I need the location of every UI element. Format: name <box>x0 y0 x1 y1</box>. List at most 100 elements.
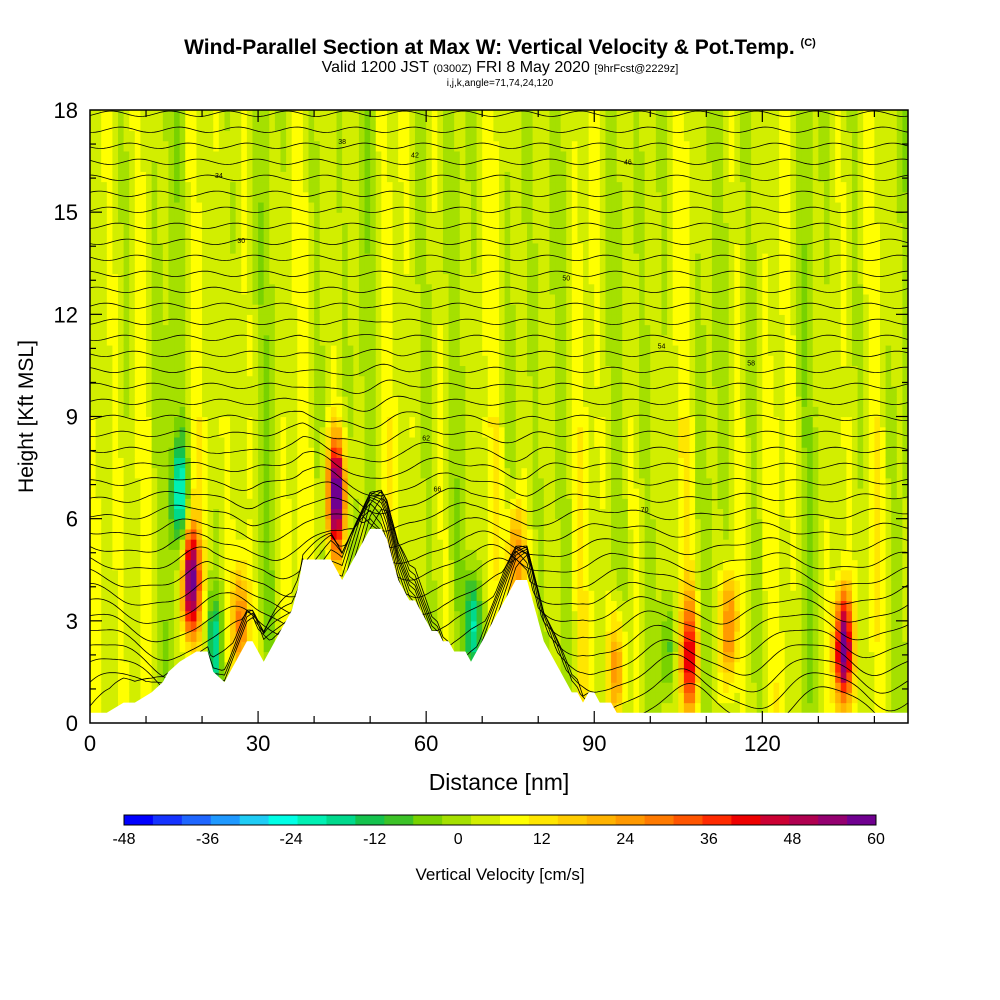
y-tick-label: 0 <box>66 711 78 736</box>
theta-contour-line <box>90 481 908 515</box>
colorbar-swatch <box>384 815 414 825</box>
theta-contour-label: 46 <box>624 159 632 166</box>
chart-title-main: Wind-Parallel Section at Max W: Vertical… <box>184 36 795 59</box>
colorbar-swatch <box>239 815 270 825</box>
colorbar-swatch <box>557 815 588 825</box>
colorbar-tick-label: 0 <box>454 831 463 848</box>
theta-contour-label: 42 <box>411 153 419 160</box>
colorbar-swatch <box>702 815 732 825</box>
chart-indices: i,j,k,angle=71,74,24,120 <box>446 78 554 89</box>
colorbar-tick-label: -36 <box>196 831 219 848</box>
colorbar-swatch <box>644 815 674 825</box>
theta-contour-line <box>90 497 908 615</box>
theta-contour-line <box>90 499 908 599</box>
theta-contour-line <box>90 302 908 309</box>
y-axis-label: Height [Kft MSL] <box>15 340 38 493</box>
theta-contour-line <box>90 490 908 694</box>
colorbar-swatch <box>673 815 703 825</box>
theta-contour-label: 30 <box>237 238 245 245</box>
theta-contour-label: 54 <box>658 343 666 350</box>
colorbar-swatch <box>124 815 154 825</box>
theta-contour-line <box>90 494 908 632</box>
x-axis-label: Distance [nm] <box>429 769 570 795</box>
x-tick-label: 90 <box>582 731 606 756</box>
axis-ticks <box>90 110 908 723</box>
colorbar-tick-label: 12 <box>533 831 551 848</box>
theta-contours <box>90 110 908 723</box>
theta-contour-labels: 30 34 38 42 46 50 54 58 62 66 70 <box>215 139 755 514</box>
subtitle-forecast: [9hrFcst@2229z] <box>594 63 679 75</box>
theta-contour-line <box>90 206 908 213</box>
colorbar-swatch <box>326 815 356 825</box>
velocity-field <box>90 110 908 723</box>
theta-contour-label: 58 <box>747 360 755 367</box>
colorbar-swatch <box>442 815 472 825</box>
colorbar-swatch <box>818 815 848 825</box>
theta-contour-line <box>90 190 908 197</box>
theta-contour-line <box>90 254 908 261</box>
y-tick-label: 12 <box>54 302 78 327</box>
colorbar-swatch <box>528 815 559 825</box>
colorbar-swatch <box>268 815 298 825</box>
theta-contour-line <box>90 286 908 293</box>
theta-contour-line <box>90 497 908 532</box>
theta-contour-line <box>90 174 908 181</box>
y-tick-label: 18 <box>54 98 78 123</box>
colorbar-tick-label: -12 <box>363 831 386 848</box>
y-tick-label: 9 <box>66 405 78 430</box>
colorbar-tick-label: 60 <box>867 831 885 848</box>
theta-contour-label: 62 <box>422 435 430 442</box>
colorbar-swatch <box>760 815 790 825</box>
theta-contour-label: 34 <box>215 173 223 180</box>
x-tick-label: 0 <box>84 731 96 756</box>
theta-contour-line <box>90 509 908 564</box>
theta-contour-label: 70 <box>641 507 649 514</box>
theta-contour-line <box>90 318 908 326</box>
colorbar-tick-label: 48 <box>784 831 802 848</box>
colorbar-swatch <box>615 815 646 825</box>
colorbar-tick-label: -48 <box>112 831 135 848</box>
colorbar-label: Vertical Velocity [cm/s] <box>415 865 584 884</box>
y-tick-label: 15 <box>54 200 78 225</box>
colorbar-swatch <box>500 815 530 825</box>
colorbar-swatch <box>152 815 183 825</box>
x-tick-label: 120 <box>744 731 781 756</box>
theta-contour-label: 66 <box>433 486 441 493</box>
chart-subtitle: Valid 1200 JST (0300Z) FRI 8 May 2020 [9… <box>0 59 1000 77</box>
theta-contour-line <box>90 142 908 149</box>
theta-contour-line <box>90 363 908 376</box>
colorbar-swatch <box>847 815 877 825</box>
theta-contour-line <box>90 503 908 581</box>
colorbar: -48 -36 -24 -12 0 12 24 36 48 60 Vertical Velocity… <box>112 814 885 884</box>
theta-contour-line <box>90 492 908 649</box>
theta-contour-line <box>90 334 908 343</box>
theta-contour-line <box>90 422 908 446</box>
colorbar-swatch <box>789 815 819 825</box>
y-tick-label: 3 <box>66 609 78 634</box>
theta-contour-line <box>90 395 908 412</box>
colorbar-swatch <box>471 815 501 825</box>
colorbar-swatch <box>413 815 443 825</box>
theta-contour-line <box>90 491 908 664</box>
theta-contour-line <box>90 348 908 359</box>
theta-contour-line <box>90 126 908 133</box>
theta-contour-line <box>90 222 908 229</box>
colorbar-swatch <box>355 815 385 825</box>
theta-contour-line <box>90 466 908 497</box>
subtitle-valid-utc: (0300Z) <box>433 63 472 75</box>
theta-contour-line <box>90 489 908 680</box>
subtitle-valid-prefix: Valid 1200 JST <box>321 59 429 76</box>
colorbar-swatch <box>181 815 212 825</box>
theta-contour-line <box>90 270 908 277</box>
theta-contour-line <box>90 513 908 548</box>
theta-contour-line <box>90 238 908 245</box>
theta-contour-line <box>90 451 908 480</box>
colorbar-tick-label: 24 <box>616 831 634 848</box>
subtitle-valid-date: FRI 8 May 2020 <box>476 59 590 76</box>
colorbar-tick-label: -24 <box>280 831 303 848</box>
terrain-mask <box>90 528 908 723</box>
theta-contour-line <box>90 379 908 394</box>
theta-contour-label: 50 <box>562 275 570 282</box>
x-tick-label: 60 <box>414 731 438 756</box>
